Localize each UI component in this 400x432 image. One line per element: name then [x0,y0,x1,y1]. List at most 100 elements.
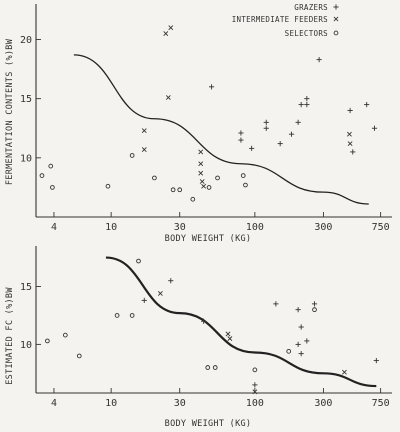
grazer-marker [373,357,379,364]
selector-marker [177,187,183,193]
grazer-marker [201,318,207,324]
grazer-marker [238,130,244,136]
grazer-marker [141,297,147,304]
y-tick-label: 10 [20,340,32,351]
selector-marker [152,175,157,181]
intermediate-feeder-marker [199,179,205,184]
x-tick-label: 100 [246,398,264,409]
grazer-marker [311,301,318,307]
grazer-marker [298,351,304,357]
intermediate-feeder-marker [163,31,169,37]
grazer-marker [371,125,378,131]
y-tick-label: 20 [20,35,32,46]
selector-marker [312,307,317,313]
intermediate-feeder-marker [201,183,207,189]
x-tick-label: 750 [372,222,390,233]
selector-marker [129,313,135,318]
selector-marker [50,185,55,190]
x-tick-label: 100 [246,222,264,233]
regression-curve [105,256,377,388]
intermediate-feeder-marker [252,389,258,395]
intermediate-feeder-marker [165,95,171,100]
selector-marker [252,367,258,373]
selector-marker [45,338,50,344]
selector-marker [136,258,141,264]
intermediate-feeder-marker [347,131,352,137]
legend-label-selectors: SELECTORS [285,29,329,38]
grazer-marker [295,341,301,347]
x-tick-label: 4 [51,222,57,233]
grazer-marker [252,382,258,388]
grazer-marker [273,301,279,307]
selector-marker [212,365,218,370]
x-axis-title: BODY WEIGHT (KG) [165,234,252,244]
grazer-marker [304,338,310,344]
x-tick-label: 10 [105,398,117,409]
legend-symbol-grazer-marker [333,4,339,10]
x-tick-label: 10 [105,222,117,233]
y-tick-label: 15 [20,282,32,293]
intermediate-feeder-marker [227,336,233,342]
selector-marker [129,153,135,158]
selector-marker [105,183,111,189]
selector-marker [243,182,248,188]
legend-symbol-intermediate-feeder-marker [333,16,339,22]
legend-label-grazers: GRAZERS [294,3,328,12]
selector-marker [62,332,68,338]
selector-marker [170,187,176,193]
x-tick-label: 30 [174,222,186,233]
intermediate-feeder-marker [198,149,204,155]
intermediate-feeder-marker [157,291,163,296]
selector-marker [48,163,54,169]
selector-marker [215,175,220,181]
grazer-marker [168,278,174,284]
x-tick-label: 30 [174,398,186,409]
y-tick-label: 10 [20,153,32,164]
intermediate-feeder-marker [347,141,353,147]
selector-marker [114,313,120,318]
intermediate-feeder-marker [342,369,347,375]
grazer-marker [263,125,269,131]
intermediate-feeder-marker [225,331,231,337]
chart-fermentation-contents: GRAZERS INTERMEDIATE FEEDERS SELECTORS F… [5,3,392,244]
y-tick-label: 15 [20,94,32,105]
legend-label-intermediate-feeders: INTERMEDIATE FEEDERS [232,15,328,24]
grazer-marker [238,137,244,143]
legend: GRAZERS INTERMEDIATE FEEDERS SELECTORS [232,3,328,38]
x-tick-label: 300 [314,398,332,409]
selector-marker [286,348,292,354]
grazer-marker [350,149,356,155]
x-tick-label: 300 [314,222,332,233]
intermediate-feeder-marker [141,147,147,152]
x-tick-label: 4 [51,398,57,409]
grazer-marker [298,324,304,330]
grazer-marker [347,107,353,114]
chart-estimated-fc: ESTIMATED FC (%)BW BODY WEIGHT (KG) 4 10 3… [5,246,392,429]
grazer-marker [316,57,322,63]
legend-symbol-selector-marker [333,30,339,36]
selector-marker [39,173,45,178]
regression-curve [73,54,369,205]
grazer-marker [364,101,370,108]
grazer-marker [295,119,301,125]
grazer-marker [304,101,310,108]
intermediate-feeder-marker [198,170,204,176]
selector-marker [205,365,211,370]
selector-marker [240,173,246,178]
grazer-marker [208,84,215,90]
selector-marker [76,353,82,359]
x-axis-title: BODY WEIGHT (KG) [165,419,252,429]
selector-marker [190,196,196,202]
grazer-marker [263,119,269,125]
grazer-marker [277,141,283,147]
y-axis-title: FERMENTATION CONTENTS (%)BW [5,38,15,185]
grazer-marker [298,101,304,108]
grazer-marker [288,131,295,137]
grazer-marker [304,96,310,102]
intermediate-feeder-marker [141,128,147,134]
intermediate-feeder-marker [168,25,174,31]
grazer-marker [249,145,255,151]
selector-marker [206,185,212,190]
y-axis-title: ESTIMATED FC (%)BW [5,287,15,385]
